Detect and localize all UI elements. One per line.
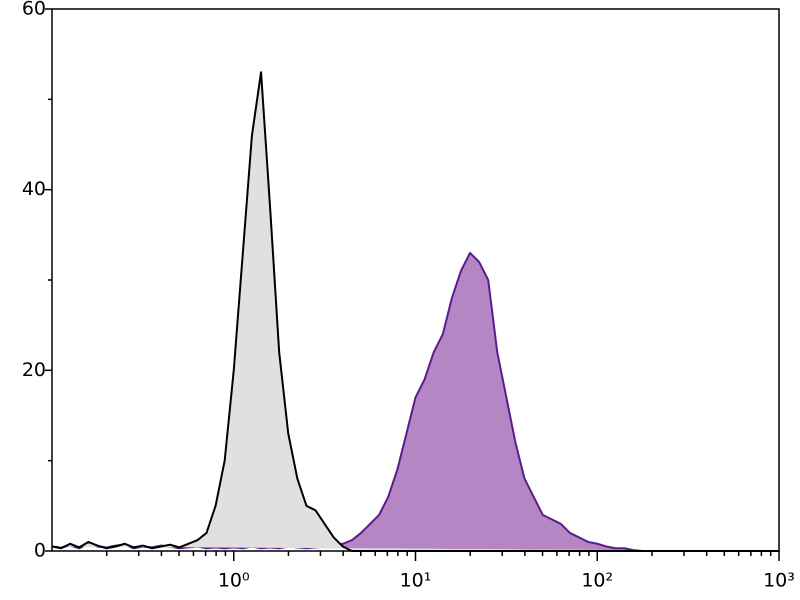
y-tick-label: 0: [34, 540, 46, 562]
x-tick-label: 10⁰: [218, 570, 250, 592]
y-tick-label: 20: [22, 359, 46, 381]
y-tick-label: 40: [22, 178, 46, 200]
histogram-area: [51, 251, 779, 552]
y-tick-label: 60: [22, 0, 46, 20]
x-tick-label: 10¹: [400, 570, 432, 592]
x-tick-label: 10²: [581, 570, 613, 592]
x-tick-label: 10³: [763, 570, 795, 592]
